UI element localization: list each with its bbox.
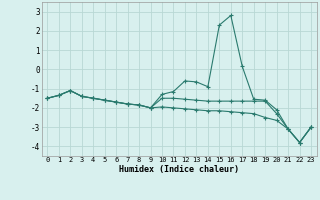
X-axis label: Humidex (Indice chaleur): Humidex (Indice chaleur) (119, 165, 239, 174)
